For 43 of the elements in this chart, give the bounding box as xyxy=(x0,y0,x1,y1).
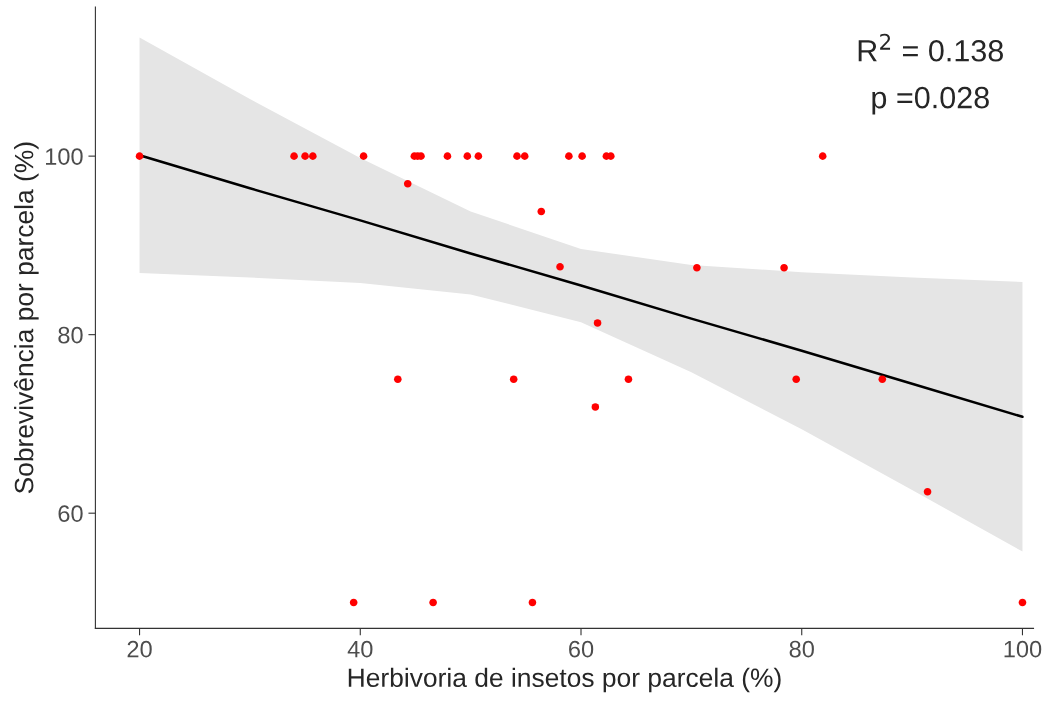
point xyxy=(593,319,602,327)
point xyxy=(443,152,452,160)
point xyxy=(290,152,298,160)
y-tick-label: 60 xyxy=(58,505,83,522)
point xyxy=(349,598,358,607)
point xyxy=(780,263,788,272)
point xyxy=(135,152,144,160)
point xyxy=(818,152,827,160)
point xyxy=(607,152,615,160)
point xyxy=(693,263,701,272)
annotation: R$^{2}$ = 0.138 xyxy=(858,33,1003,62)
y-tick-label: 100 xyxy=(46,148,83,165)
point xyxy=(520,152,529,160)
point xyxy=(513,152,521,160)
x-tick-label: 80 xyxy=(789,640,814,658)
point xyxy=(537,207,546,216)
point xyxy=(792,375,801,384)
point xyxy=(309,152,317,160)
point xyxy=(474,152,483,160)
x-tick-label: 20 xyxy=(127,640,152,658)
y-axis-title: Sobrevivência por parcela (%) xyxy=(13,142,39,494)
point xyxy=(878,375,887,384)
annotation: p =0.028 xyxy=(872,86,989,115)
point xyxy=(565,152,573,160)
x-axis-title: Herbivoria de insetos por parcela (%) xyxy=(348,667,781,693)
x-tick-label: 60 xyxy=(569,640,594,658)
point xyxy=(624,375,633,384)
x-tick-label: 100 xyxy=(1004,640,1042,658)
point xyxy=(509,375,518,384)
point xyxy=(359,152,368,160)
point xyxy=(528,598,537,607)
point xyxy=(578,152,586,160)
point xyxy=(591,403,600,411)
point xyxy=(403,180,412,188)
y-tick-label: 80 xyxy=(58,326,83,344)
point xyxy=(463,152,472,160)
x-tick-label: 40 xyxy=(347,640,373,658)
point xyxy=(301,152,309,160)
point xyxy=(556,263,564,271)
point xyxy=(1018,598,1027,607)
point xyxy=(923,487,932,496)
point xyxy=(393,375,402,384)
point xyxy=(429,598,437,607)
